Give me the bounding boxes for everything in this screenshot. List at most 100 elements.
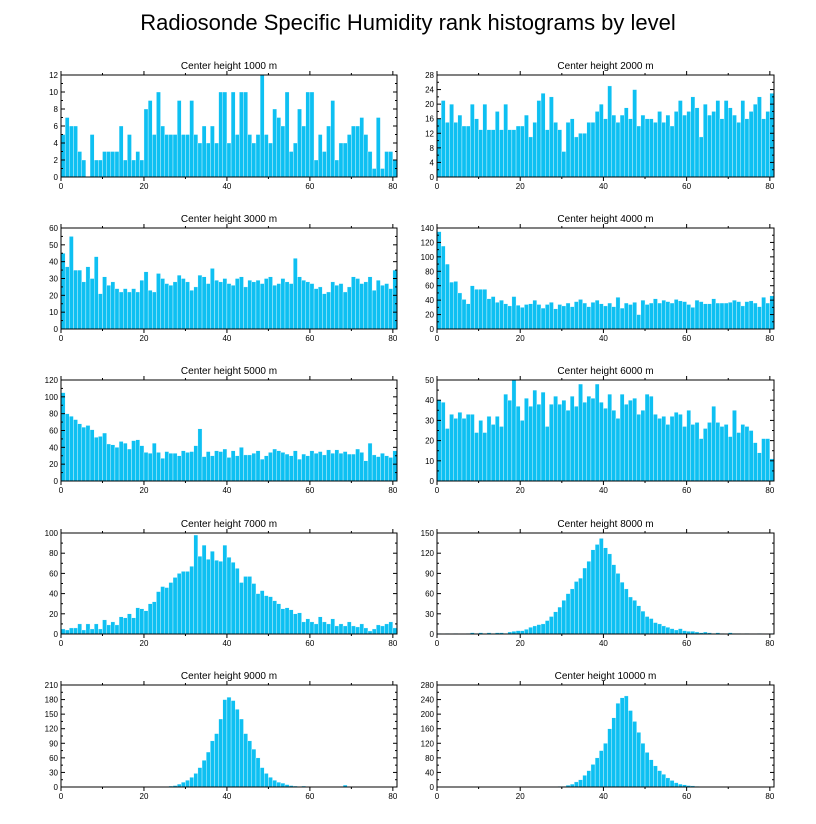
histogram-bar [376, 117, 381, 178]
histogram-bar [73, 627, 78, 635]
histogram-bar [110, 444, 116, 482]
histogram-bar [201, 544, 207, 635]
histogram-bar [753, 103, 758, 178]
histogram-bar [77, 269, 82, 330]
histogram-bar [565, 410, 571, 482]
histogram-bar [669, 416, 675, 482]
histogram-bar [367, 276, 373, 330]
histogram-bar [268, 596, 273, 635]
y-tick-label: 0 [54, 477, 59, 486]
histogram-bar [193, 534, 199, 635]
histogram-bar [81, 281, 87, 330]
y-tick-label: 90 [49, 739, 58, 748]
histogram-bar [678, 414, 683, 482]
histogram-bar [728, 302, 733, 330]
histogram-bar [511, 379, 517, 482]
histogram-bar [280, 125, 286, 178]
histogram-bar [255, 757, 261, 788]
histogram-bar [453, 122, 458, 178]
histogram-bar [665, 114, 671, 178]
histogram-bar [665, 301, 671, 330]
y-tick-label: 90 [425, 569, 434, 578]
histogram-bar [268, 452, 273, 482]
histogram-bar [197, 428, 203, 482]
y-tick-label: 10 [49, 308, 58, 317]
histogram-bar [152, 601, 157, 635]
histogram-bar [371, 168, 377, 178]
histogram-bar [582, 775, 587, 788]
histogram-bar [230, 91, 236, 178]
histogram-bar [624, 695, 629, 788]
figure-title: Radiosonde Specific Humidity rank histog… [140, 10, 676, 35]
histogram-bar [284, 453, 290, 482]
histogram-bar [276, 283, 282, 330]
x-tick-label: 80 [388, 792, 397, 801]
histogram-bar [636, 732, 642, 788]
histogram-bar [445, 428, 450, 482]
panel-10: Center height 10000 m0408012016020024028… [421, 671, 775, 801]
histogram-bar [503, 393, 508, 482]
x-tick-label: 0 [435, 334, 440, 343]
histogram-bar [168, 582, 174, 635]
x-tick-label: 60 [682, 639, 691, 648]
histogram-bar [653, 414, 658, 482]
histogram-bar [384, 623, 389, 635]
histogram-bar [690, 307, 696, 330]
histogram-bar [342, 451, 348, 482]
histogram-bar [371, 454, 377, 482]
histogram-bar [736, 432, 741, 482]
histogram-bar [264, 455, 269, 482]
histogram-bar [206, 751, 211, 788]
histogram-bar [193, 445, 199, 482]
histogram-bar [176, 274, 182, 330]
histogram-bar [139, 280, 145, 330]
histogram-bar [118, 291, 124, 330]
histogram-bar [449, 414, 454, 482]
panel-2: Center height 2000 m 0 4 8 12 16 20 24 28 0 20 40 60… [425, 61, 775, 191]
histogram-bar [98, 159, 103, 178]
histogram-bar [632, 600, 637, 635]
histogram-bar [603, 305, 608, 330]
histogram-bar [176, 455, 182, 482]
histogram-bar [284, 607, 290, 635]
histogram-bar [139, 159, 145, 178]
y-tick-label: 0 [54, 325, 59, 334]
y-tick-label: 60 [49, 569, 58, 578]
histogram-bar [272, 108, 277, 178]
histogram-bar [135, 291, 140, 330]
panel-4: Center height 4000 m 0 20 40 60 80 100 120 140 0 2… [421, 214, 775, 343]
histogram-bar [636, 605, 642, 635]
histogram-bar [98, 628, 103, 635]
y-tick-label: 0 [430, 325, 435, 334]
histogram-bar [703, 103, 708, 178]
histogram-bar [181, 134, 186, 178]
histogram-bar [615, 418, 621, 482]
histogram-bar [578, 383, 583, 482]
histogram-bar [288, 609, 294, 635]
histogram-bar [322, 454, 327, 482]
histogram-bar [607, 553, 612, 635]
histogram-bar [185, 281, 190, 330]
histogram-bar [189, 290, 194, 330]
histogram-bar [686, 111, 691, 178]
histogram-bar [607, 393, 612, 482]
histogram-bar [77, 151, 82, 178]
histogram-bar [172, 281, 178, 330]
histogram-bar [698, 136, 704, 178]
histogram-bar [276, 117, 282, 178]
histogram-bar [152, 291, 157, 330]
histogram-bar [355, 626, 360, 635]
histogram-bar [748, 111, 754, 178]
histogram-bar [649, 759, 654, 788]
histogram-bar [649, 618, 654, 635]
histogram-bar [599, 538, 604, 635]
histogram-bar [114, 447, 120, 482]
histogram-bar [342, 625, 348, 635]
histogram-bar [644, 616, 650, 635]
panel-9: Center height 9000 m 0 30 60 90 120 150 180 210 0… [45, 671, 398, 801]
histogram-bar [288, 455, 294, 482]
histogram-bar [135, 151, 140, 178]
x-tick-label: 40 [599, 334, 608, 343]
histogram-bar [594, 111, 600, 178]
histogram-bar [553, 308, 558, 330]
